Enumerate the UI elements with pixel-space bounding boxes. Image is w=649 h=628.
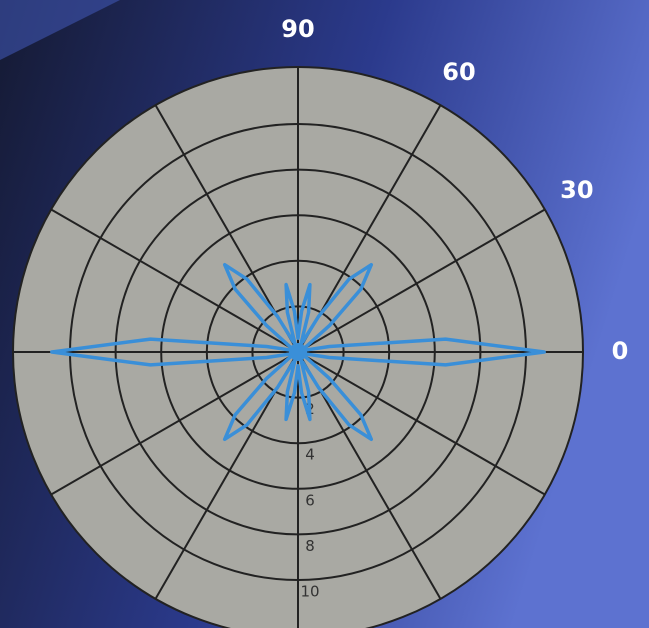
center-blob [289,343,307,361]
polar-curve [50,262,546,442]
angle-label: 30 [560,176,593,204]
angle-label: 0 [612,337,629,365]
radial-label: 4 [305,446,315,464]
angle-label: 90 [281,15,314,43]
radial-label: 8 [305,537,315,555]
angle-label: 60 [442,58,475,86]
background-stripe [0,0,120,60]
radial-label: 10 [300,583,319,601]
radial-label: 6 [305,491,315,509]
